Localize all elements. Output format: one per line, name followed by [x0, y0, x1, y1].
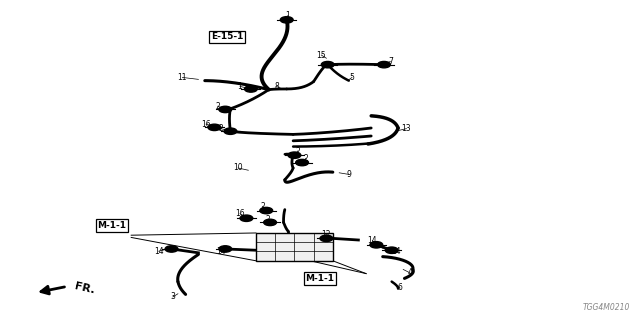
Text: 14: 14: [367, 236, 378, 245]
Text: FR.: FR.: [74, 281, 96, 295]
Text: M-1-1: M-1-1: [97, 221, 127, 230]
Text: 4: 4: [407, 268, 412, 277]
Circle shape: [165, 246, 178, 252]
Text: 11: 11: [178, 73, 187, 82]
Text: 16: 16: [201, 120, 211, 129]
Text: 6: 6: [397, 284, 403, 292]
Text: 14: 14: [154, 247, 164, 256]
Text: 1: 1: [285, 11, 291, 20]
Text: 2: 2: [295, 147, 300, 156]
Text: 12: 12: [322, 230, 331, 239]
Bar: [256, 233, 333, 261]
Circle shape: [244, 86, 257, 92]
Circle shape: [224, 128, 237, 134]
Circle shape: [280, 17, 293, 23]
Circle shape: [208, 124, 221, 131]
Circle shape: [288, 152, 301, 158]
Circle shape: [370, 242, 383, 248]
Text: 9: 9: [346, 170, 351, 179]
Circle shape: [321, 61, 334, 68]
Text: 3: 3: [170, 292, 175, 301]
Circle shape: [240, 215, 253, 221]
Circle shape: [260, 207, 273, 214]
Text: 2: 2: [265, 215, 270, 224]
Text: 1: 1: [237, 82, 243, 91]
Text: 16: 16: [235, 209, 245, 218]
Circle shape: [296, 159, 308, 166]
Circle shape: [219, 246, 232, 252]
Circle shape: [385, 247, 398, 253]
Circle shape: [264, 219, 276, 226]
Text: M-1-1: M-1-1: [305, 274, 335, 283]
Text: 2: 2: [215, 102, 220, 111]
Text: 2: 2: [218, 124, 223, 133]
Text: 8: 8: [274, 82, 279, 91]
Circle shape: [320, 235, 333, 242]
Text: 7: 7: [388, 57, 393, 66]
Circle shape: [219, 106, 232, 113]
Text: TGG4M0210: TGG4M0210: [583, 303, 630, 312]
Text: 2: 2: [303, 154, 308, 163]
Text: 14: 14: [216, 247, 226, 256]
Text: 5: 5: [349, 73, 355, 82]
Text: 13: 13: [401, 124, 412, 133]
Text: 10: 10: [233, 164, 243, 172]
Circle shape: [378, 61, 390, 68]
Text: 14: 14: [390, 247, 401, 256]
Text: 15: 15: [316, 51, 326, 60]
Text: E-15-1: E-15-1: [211, 32, 243, 41]
Text: 2: 2: [260, 202, 265, 211]
